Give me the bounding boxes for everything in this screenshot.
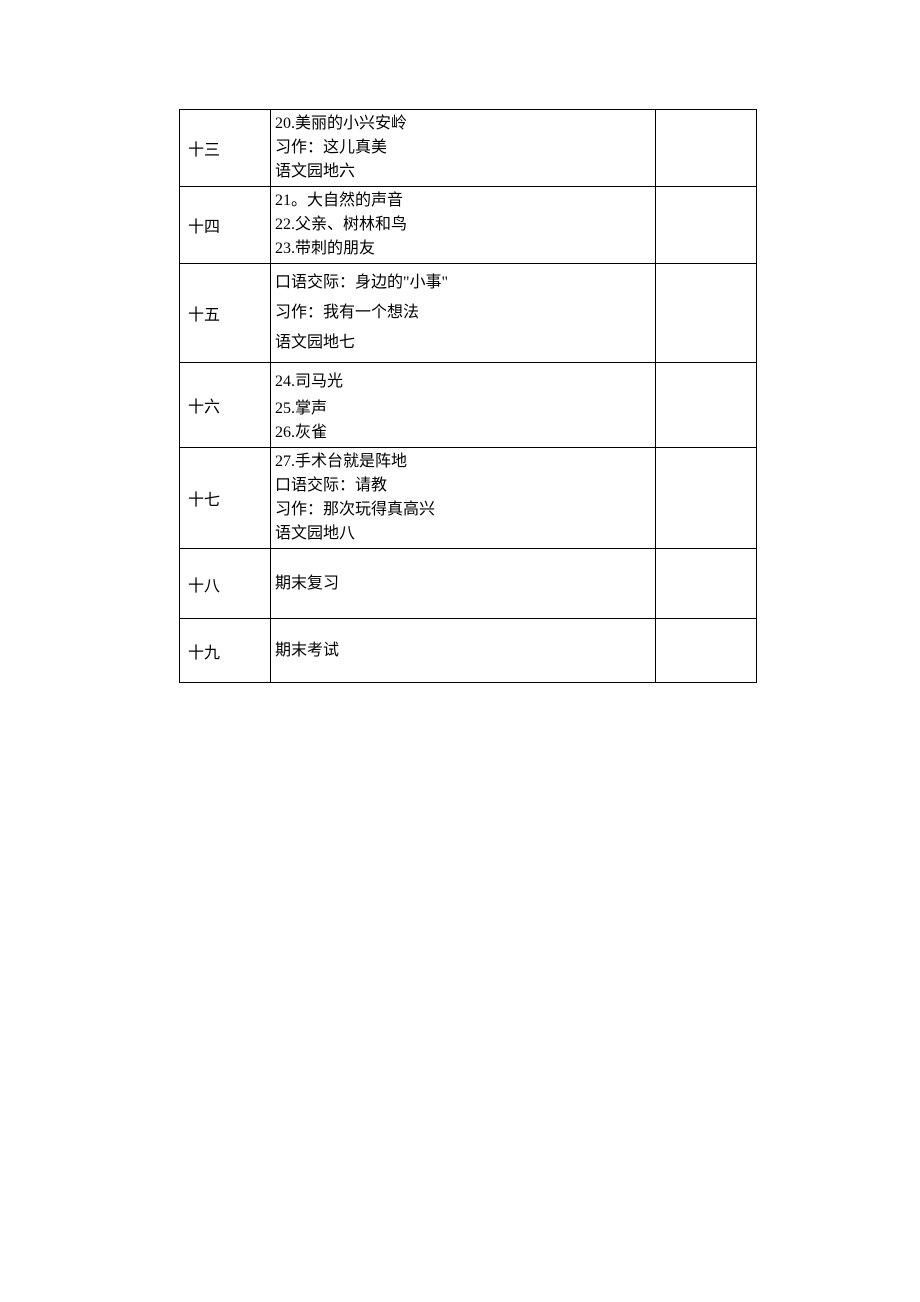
content-cell: 21。大自然的声音 22.父亲、树林和鸟 23.带刺的朋友 — [271, 187, 656, 264]
note-cell — [656, 264, 757, 363]
content-line: 26.灰雀 — [275, 421, 655, 445]
content-line: 21。大自然的声音 — [275, 189, 655, 213]
week-cell: 十四 — [180, 187, 271, 264]
content-line: 语文园地七 — [275, 328, 655, 358]
content-line: 24.司马光 — [275, 367, 655, 397]
table-row: 十三 20.美丽的小兴安岭 习作：这儿真美 语文园地六 — [180, 110, 757, 187]
content-cell: 口语交际：身边的"小事" 习作：我有一个想法 语文园地七 — [271, 264, 656, 363]
note-cell — [656, 363, 757, 448]
content-line: 23.带刺的朋友 — [275, 237, 655, 261]
week-cell: 十六 — [180, 363, 271, 448]
schedule-table: 十三 20.美丽的小兴安岭 习作：这儿真美 语文园地六 十四 21。大自然的声音… — [179, 109, 757, 683]
content-line: 期末考试 — [275, 639, 655, 663]
content-cell: 期末考试 — [271, 619, 656, 683]
table-row: 十六 24.司马光 25.掌声 26.灰雀 — [180, 363, 757, 448]
note-cell — [656, 448, 757, 549]
week-cell: 十八 — [180, 549, 271, 619]
content-cell: 期末复习 — [271, 549, 656, 619]
week-cell: 十七 — [180, 448, 271, 549]
table-row: 十四 21。大自然的声音 22.父亲、树林和鸟 23.带刺的朋友 — [180, 187, 757, 264]
content-line: 25.掌声 — [275, 397, 655, 421]
week-cell: 十五 — [180, 264, 271, 363]
note-cell — [656, 619, 757, 683]
note-cell — [656, 549, 757, 619]
table-row: 十七 27.手术台就是阵地 口语交际：请教 习作：那次玩得真高兴 语文园地八 — [180, 448, 757, 549]
table-row: 十五 口语交际：身边的"小事" 习作：我有一个想法 语文园地七 — [180, 264, 757, 363]
content-line: 语文园地六 — [275, 160, 655, 184]
content-line: 习作：我有一个想法 — [275, 298, 655, 328]
content-cell: 20.美丽的小兴安岭 习作：这儿真美 语文园地六 — [271, 110, 656, 187]
note-cell — [656, 110, 757, 187]
content-cell: 27.手术台就是阵地 口语交际：请教 习作：那次玩得真高兴 语文园地八 — [271, 448, 656, 549]
week-cell: 十三 — [180, 110, 271, 187]
note-cell — [656, 187, 757, 264]
content-line: 语文园地八 — [275, 522, 655, 546]
content-line: 期末复习 — [275, 572, 655, 596]
table-row: 十九 期末考试 — [180, 619, 757, 683]
content-line: 口语交际：身边的"小事" — [275, 268, 655, 298]
content-line: 习作：那次玩得真高兴 — [275, 498, 655, 522]
content-line: 27.手术台就是阵地 — [275, 450, 655, 474]
week-cell: 十九 — [180, 619, 271, 683]
content-line: 20.美丽的小兴安岭 — [275, 112, 655, 136]
content-line: 习作：这儿真美 — [275, 136, 655, 160]
content-line: 22.父亲、树林和鸟 — [275, 213, 655, 237]
table-row: 十八 期末复习 — [180, 549, 757, 619]
content-cell: 24.司马光 25.掌声 26.灰雀 — [271, 363, 656, 448]
schedule-table-container: 十三 20.美丽的小兴安岭 习作：这儿真美 语文园地六 十四 21。大自然的声音… — [179, 109, 741, 683]
content-line: 口语交际：请教 — [275, 474, 655, 498]
